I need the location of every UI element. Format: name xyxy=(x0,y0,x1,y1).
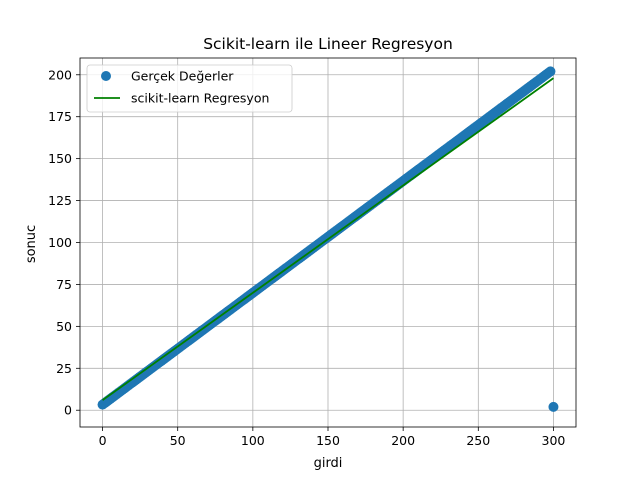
y-tick-label: 150 xyxy=(48,151,72,166)
x-tick-label: 100 xyxy=(241,433,265,448)
regression-line xyxy=(102,77,554,401)
x-tick-label: 200 xyxy=(391,433,415,448)
x-axis-title: girdi xyxy=(314,456,343,471)
y-tick-label: 0 xyxy=(64,403,72,418)
y-tick-label: 75 xyxy=(56,277,72,292)
scatter-point-outlier xyxy=(548,401,559,412)
y-tick-label: 25 xyxy=(56,361,72,376)
legend-label-line: scikit-learn Regresyon xyxy=(131,91,269,106)
plot-content xyxy=(97,66,559,412)
x-tick-label: 50 xyxy=(170,433,186,448)
y-tick-label: 200 xyxy=(48,67,72,82)
legend-label-scatter: Gerçek Değerler xyxy=(131,69,234,84)
x-tick-label: 150 xyxy=(316,433,340,448)
y-tick-label: 175 xyxy=(48,109,72,124)
chart-title: Scikit-learn ile Lineer Regresyon xyxy=(203,35,453,53)
y-tick-label: 125 xyxy=(48,193,72,208)
y-tick-label: 50 xyxy=(56,319,72,334)
x-tick-label: 0 xyxy=(99,433,107,448)
x-tick-label: 250 xyxy=(466,433,490,448)
legend-box xyxy=(86,64,293,113)
scatter-point xyxy=(545,66,556,77)
legend-marker-scatter xyxy=(101,71,111,81)
y-tick-label: 100 xyxy=(48,235,72,250)
x-axis: 0 50 100 150 200 250 300 xyxy=(99,427,566,448)
legend: Gerçek Değerler scikit-learn Regresyon xyxy=(86,64,293,113)
grid xyxy=(80,58,576,427)
x-tick-label: 300 xyxy=(542,433,566,448)
y-axis-title: sonuc xyxy=(24,225,39,263)
y-axis: 0 25 50 75 100 125 150 175 200 xyxy=(48,67,80,418)
